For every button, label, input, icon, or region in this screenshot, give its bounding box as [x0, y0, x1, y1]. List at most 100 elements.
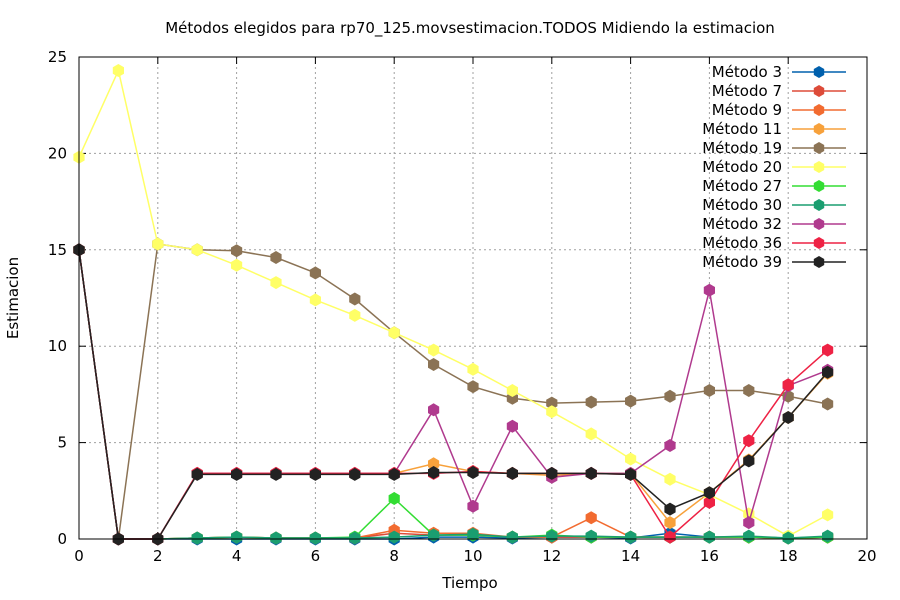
data-point — [664, 472, 676, 486]
data-point — [782, 378, 794, 392]
legend-swatch-marker — [813, 161, 825, 173]
legend-swatch-marker — [813, 66, 825, 78]
data-point — [546, 466, 558, 480]
legend-swatch-marker — [813, 199, 825, 211]
x-tick-label: 18 — [779, 547, 798, 565]
legend-label: Método 30 — [702, 196, 782, 214]
data-point — [388, 530, 400, 544]
data-point — [822, 397, 834, 411]
data-point — [664, 502, 676, 516]
data-point — [270, 276, 282, 290]
legend-item: Método 9 — [712, 101, 846, 119]
data-point — [231, 244, 243, 258]
series-line — [78, 249, 828, 540]
legend-item: Método 20 — [702, 158, 846, 176]
data-point — [743, 454, 755, 468]
x-tick-label: 2 — [153, 547, 163, 565]
y-tick-label: 0 — [57, 530, 67, 548]
data-point — [625, 394, 637, 408]
y-tick-label: 25 — [48, 48, 67, 66]
series-line — [78, 249, 829, 540]
data-point — [546, 396, 558, 410]
x-tick-label: 20 — [857, 547, 876, 565]
data-point — [625, 452, 637, 466]
plot-frame — [78, 56, 868, 540]
data-point — [703, 530, 715, 544]
data-point — [428, 466, 440, 479]
legend-label: Método 27 — [702, 177, 782, 195]
data-point — [664, 530, 676, 544]
legend-label: Método 11 — [702, 120, 782, 138]
legend-swatch-marker — [813, 104, 825, 116]
data-point — [664, 516, 676, 530]
data-point — [231, 258, 243, 272]
x-tick-label: 12 — [542, 547, 561, 565]
data-point — [428, 457, 440, 471]
y-axis-label: Estimacion — [4, 257, 22, 339]
x-tick-label: 0 — [74, 547, 84, 565]
data-point — [664, 439, 676, 452]
series-line — [78, 249, 828, 540]
series-m-todo-39 — [73, 243, 834, 546]
legend-label: Método 32 — [702, 215, 782, 233]
data-point — [388, 467, 400, 481]
data-point — [270, 251, 282, 264]
data-point — [467, 380, 479, 394]
data-point — [428, 343, 440, 357]
legend-item: Método 7 — [712, 82, 846, 100]
data-point — [191, 467, 203, 481]
data-point — [585, 511, 597, 525]
data-point — [546, 405, 558, 419]
legend-label: Método 36 — [702, 234, 782, 252]
data-point — [349, 531, 361, 545]
data-point — [428, 528, 440, 542]
data-point — [585, 395, 597, 409]
data-point — [467, 499, 479, 513]
legend-swatch-marker — [813, 85, 825, 97]
data-point — [309, 266, 321, 280]
data-point — [703, 486, 715, 500]
data-point — [152, 237, 164, 251]
x-tick-label: 6 — [311, 547, 321, 565]
legend-swatch-marker — [813, 142, 825, 154]
legend-item: Método 11 — [702, 120, 846, 138]
data-point — [664, 389, 676, 403]
data-point — [625, 467, 637, 481]
data-point — [191, 243, 203, 257]
series-line — [78, 249, 828, 540]
data-point — [625, 530, 637, 544]
legend-swatch-marker — [813, 180, 825, 192]
legend-label: Método 9 — [712, 101, 782, 119]
data-point — [349, 308, 361, 322]
series-line — [78, 243, 828, 540]
data-point — [191, 531, 203, 545]
data-point — [506, 466, 518, 480]
series-line — [78, 249, 828, 540]
legend-item: Método 27 — [702, 177, 846, 195]
data-point — [585, 427, 597, 441]
data-point — [349, 292, 361, 306]
data-point — [388, 326, 400, 340]
data-point — [822, 365, 834, 379]
data-point — [703, 283, 715, 297]
data-point — [506, 384, 518, 397]
data-point — [388, 492, 400, 505]
data-point — [822, 343, 834, 357]
data-point — [349, 467, 361, 481]
grid — [79, 57, 867, 539]
legend-item: Método 19 — [702, 139, 846, 157]
data-point — [467, 466, 479, 479]
legend-swatch-marker — [813, 256, 825, 268]
x-tick-label: 8 — [389, 547, 399, 565]
data-point — [231, 530, 243, 544]
data-point — [309, 531, 321, 545]
series-line — [78, 68, 828, 537]
x-axis-label: Tiempo — [441, 574, 497, 592]
legend-item: Método 39 — [702, 253, 846, 271]
data-point — [743, 384, 755, 397]
chart-title: Métodos elegidos para rp70_125.movsestim… — [165, 19, 775, 38]
data-point — [428, 358, 440, 371]
data-point — [231, 467, 243, 481]
